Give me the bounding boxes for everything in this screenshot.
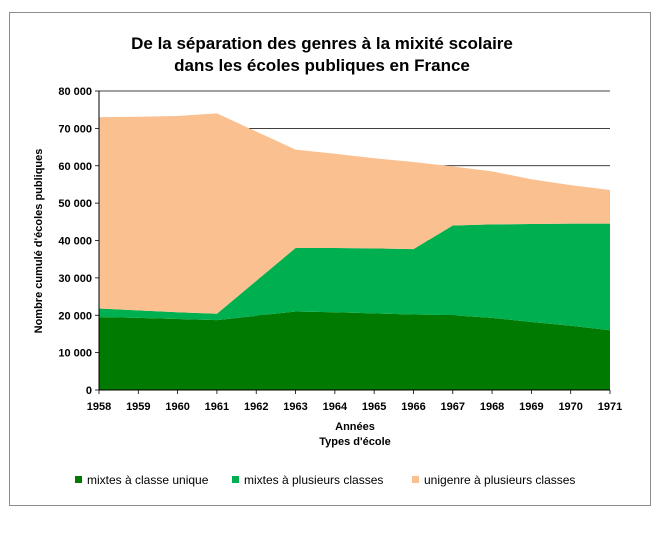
legend-label: unigenre à plusieurs classes	[424, 473, 575, 487]
y-tick-label: 70 000	[58, 123, 92, 135]
chart-title-line-1: De la séparation des genres à la mixité …	[131, 34, 513, 53]
chart-title-line-2: dans les écoles publiques en France	[174, 56, 470, 75]
y-tick-label: 60 000	[58, 161, 92, 173]
legend-item: unigenre à plusieurs classes	[412, 473, 575, 487]
y-tick-label: 50 000	[58, 198, 92, 210]
y-tick-label: 10 000	[58, 348, 92, 360]
x-tick-label: 1964	[323, 401, 348, 413]
legend-item: mixtes à plusieurs classes	[232, 473, 383, 487]
y-tick-label: 0	[86, 385, 92, 397]
legend-label: mixtes à plusieurs classes	[244, 473, 383, 487]
legend-item: mixtes à classe unique	[75, 473, 209, 487]
x-tick-label: 1967	[441, 401, 465, 413]
x-tick-label: 1968	[480, 401, 504, 413]
legend-label: mixtes à classe unique	[87, 473, 209, 487]
legend-swatch	[75, 476, 82, 483]
y-tick-label: 80 000	[58, 86, 92, 98]
area-series-3	[99, 113, 610, 314]
x-tick-label: 1959	[126, 401, 150, 413]
legend-swatch	[412, 476, 419, 483]
area-series-1	[99, 311, 610, 390]
x-tick-label: 1961	[205, 401, 229, 413]
x-tick-label: 1969	[519, 401, 543, 413]
x-tick-label: 1963	[283, 401, 307, 413]
x-axis-sublabel: Types d'école	[319, 436, 391, 448]
plot-area: 0 10 000 20 000 30 000 40 000 50 000 60 000 70 …	[58, 86, 622, 413]
y-axis-label: Nombre cumulé d'écoles publiques	[33, 149, 45, 334]
y-tick-label: 30 000	[58, 273, 92, 285]
x-tick-label: 1962	[244, 401, 268, 413]
legend: mixtes à classe unique mixtes à plusieurs…	[75, 473, 575, 487]
x-axis-label: Années	[335, 421, 375, 433]
y-tick-label: 20 000	[58, 310, 92, 322]
x-tick-label: 1958	[87, 401, 111, 413]
x-tick-label: 1971	[598, 401, 622, 413]
x-tick-label: 1965	[362, 401, 386, 413]
x-tick-label: 1970	[558, 401, 582, 413]
x-tick-label: 1960	[165, 401, 189, 413]
y-tick-label: 40 000	[58, 236, 92, 248]
legend-swatch	[232, 476, 239, 483]
x-tick-label: 1966	[401, 401, 425, 413]
area-series-2	[99, 223, 610, 331]
